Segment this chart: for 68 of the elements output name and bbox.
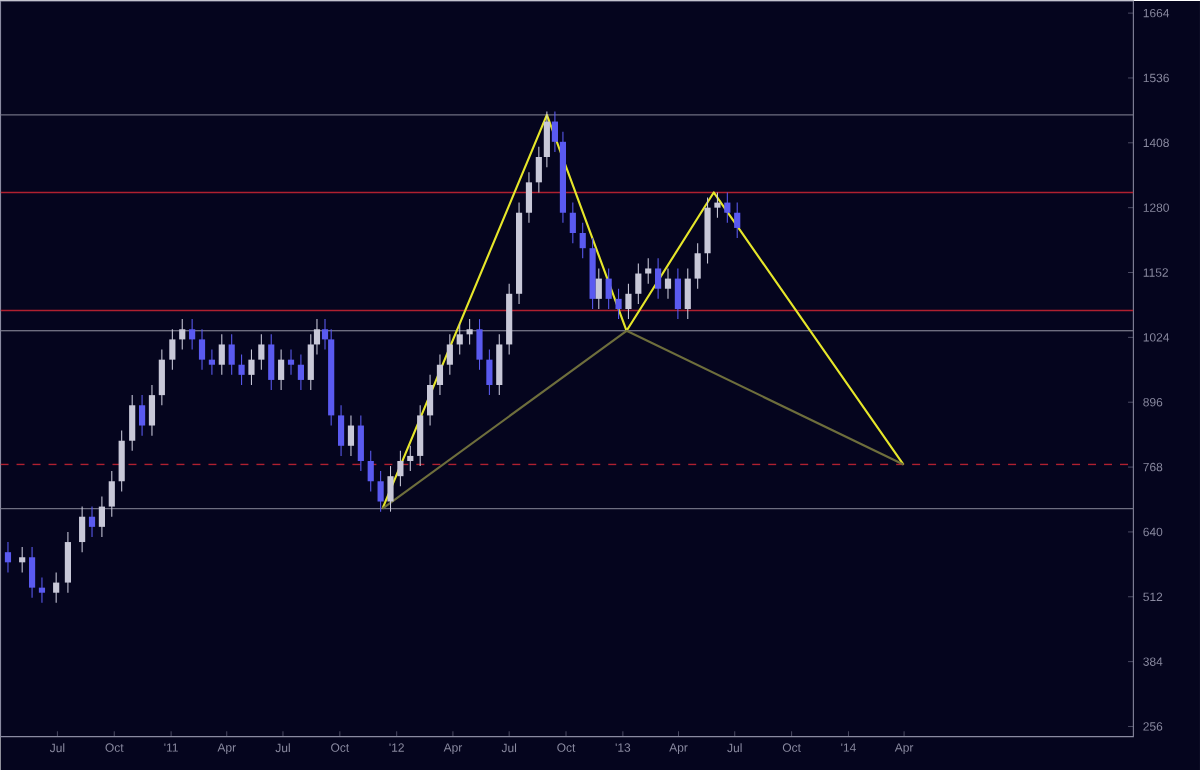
candlestick	[53, 571, 60, 604]
candlestick	[674, 267, 681, 320]
candlestick	[525, 171, 533, 224]
candlestick	[228, 333, 235, 376]
candlestick	[158, 348, 165, 406]
candlestick	[138, 394, 146, 436]
candlestick	[436, 353, 444, 396]
candlestick	[645, 257, 652, 284]
candlestick	[179, 318, 186, 350]
candlestick	[579, 222, 586, 259]
candlestick	[79, 505, 86, 553]
candlestick	[268, 333, 275, 391]
candlestick	[535, 146, 542, 193]
candlestick	[543, 110, 550, 168]
candlestick	[278, 348, 285, 391]
candlestick	[397, 450, 404, 487]
candlestick	[486, 348, 493, 396]
candlestick	[694, 242, 701, 289]
candlestick	[377, 470, 384, 512]
candlestick	[297, 353, 304, 391]
candlestick	[108, 470, 115, 517]
line-series	[381, 113, 905, 510]
candlestick	[496, 333, 503, 396]
candlestick	[714, 191, 721, 219]
candlestick	[684, 267, 691, 320]
candlestick	[407, 444, 414, 472]
candlestick	[189, 318, 196, 350]
candlestick	[64, 531, 71, 593]
candlestick	[218, 333, 225, 376]
candlestick	[635, 262, 642, 305]
candlestick	[446, 333, 453, 376]
candlestick	[426, 374, 434, 426]
candlestick	[704, 196, 711, 264]
candlestick	[551, 110, 558, 153]
candlestick	[664, 267, 672, 300]
candlestick	[88, 505, 96, 538]
candlestick	[347, 414, 355, 457]
candlestick	[38, 576, 46, 604]
candlestick	[734, 201, 741, 239]
candlestick	[466, 318, 473, 345]
candlestick	[28, 546, 36, 599]
candlestick	[625, 282, 632, 320]
candlestick	[238, 353, 245, 386]
candlestick	[724, 191, 731, 224]
candlestick	[4, 541, 12, 573]
candlestick	[118, 429, 125, 492]
candlestick	[357, 414, 364, 472]
candlestick	[287, 348, 295, 376]
candlestick	[129, 394, 136, 452]
candlestick	[258, 333, 265, 371]
candlestick	[456, 323, 463, 355]
candlestick	[98, 495, 105, 538]
candlestick	[208, 348, 215, 376]
candlestick	[387, 465, 394, 512]
candlestick	[19, 546, 26, 573]
candlestick	[248, 348, 255, 386]
candlestick	[417, 404, 424, 467]
candlestick	[367, 450, 374, 492]
candlestick	[595, 267, 602, 310]
candlestick	[569, 201, 576, 244]
candlestick	[476, 318, 483, 371]
candlestick	[337, 404, 345, 457]
candlestick	[655, 257, 662, 300]
candlestick	[169, 328, 176, 371]
candlestick	[615, 287, 622, 320]
candlestick	[148, 384, 156, 436]
candlestick	[605, 267, 612, 310]
candlestick	[198, 328, 206, 371]
